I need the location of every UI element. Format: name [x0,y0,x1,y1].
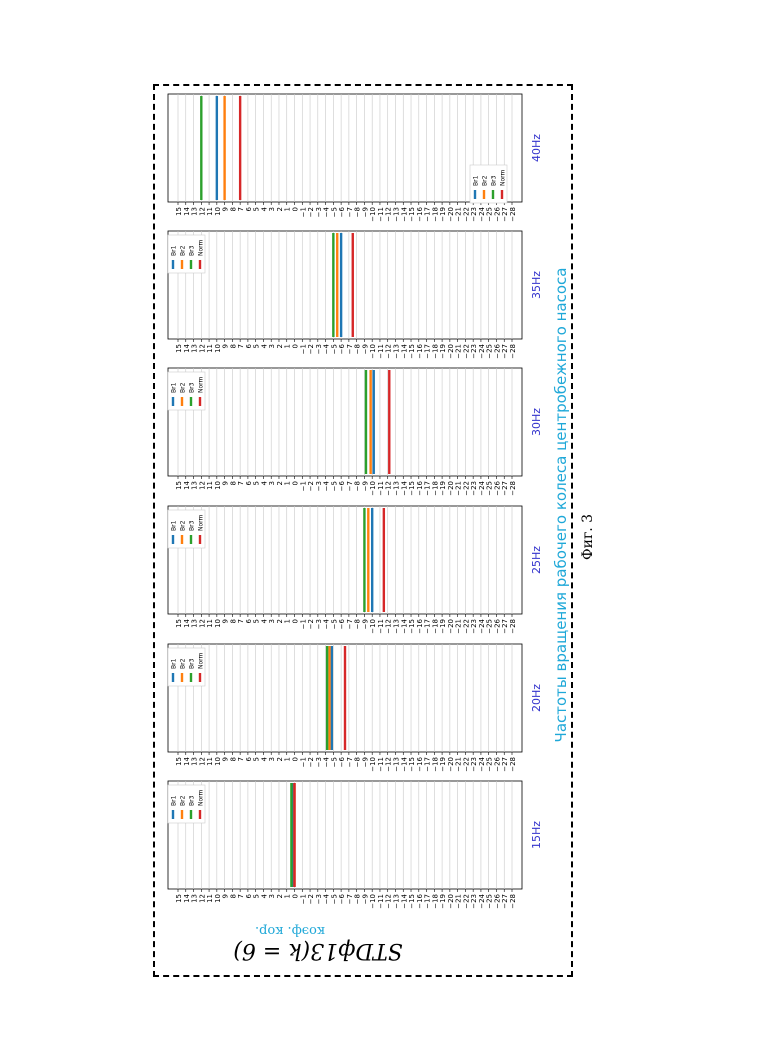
legend-label: Norm [198,652,205,669]
legend-label: Br2 [180,245,187,256]
legend: Br1Br2Br3Norm [168,510,205,548]
legend-label: Br1 [171,245,178,256]
plot-area [168,781,522,889]
legend-label: Br2 [180,382,187,393]
chart-panel: 1514131211109876543210−1−2−3−4−5−6−7−8−9… [168,368,543,496]
plot-area [168,94,522,202]
tick-label: −28 [509,894,517,909]
legend-label: Br1 [171,795,178,806]
chart-panel: 1514131211109876543210−1−2−3−4−5−6−7−8−9… [168,781,543,909]
legend-label: Br2 [180,795,187,806]
category-label: 35Hz [530,271,543,299]
legend-label: Br2 [180,658,187,669]
legend-label: Br1 [171,658,178,669]
chart-panel: 1514131211109876543210−1−2−3−4−5−6−7−8−9… [168,506,543,634]
plot-area [168,506,522,614]
legend-label: Norm [500,169,507,186]
legend-label: Br3 [189,795,196,806]
formula: STDф13(k = 6) [233,938,403,963]
tick-label: −28 [509,757,517,772]
legend-label: Br3 [189,658,196,669]
legend: Br1Br2Br3Norm [168,785,205,823]
legend-label: Br3 [189,382,196,393]
legend-label: Br3 [189,245,196,256]
legend-label: Br1 [171,520,178,531]
x-axis-title: Частоты вращения рабочего колеса центроб… [552,268,570,743]
y-axis-label: коэф. кор. [255,923,325,938]
plot-area [168,368,522,476]
legend-label: Br1 [473,175,480,186]
legend: Br1Br2Br3Norm [168,235,205,273]
legend-label: Norm [198,789,205,806]
chart-panel: 1514131211109876543210−1−2−3−4−5−6−7−8−9… [168,644,543,772]
category-label: 25Hz [530,546,543,574]
legend-label: Br3 [189,520,196,531]
chart-panel: 1514131211109876543210−1−2−3−4−5−6−7−8−9… [168,231,543,359]
legend-label: Br1 [171,382,178,393]
category-label: 20Hz [530,684,543,712]
figure-caption: Фиг. 3 [580,514,596,560]
legend: Br1Br2Br3Norm [168,372,205,410]
chart-panel: 1514131211109876543210−1−2−3−4−5−6−7−8−9… [168,94,543,222]
tick-label: −28 [509,481,517,496]
category-label: 30Hz [530,408,543,436]
tick-label: −28 [509,619,517,634]
legend-label: Br3 [491,175,498,186]
tick-label: −28 [509,344,517,359]
category-label: 40Hz [530,134,543,162]
legend-label: Br2 [180,520,187,531]
legend: Br1Br2Br3Norm [168,648,205,686]
tick-label: −28 [509,207,517,222]
legend-label: Norm [198,514,205,531]
plot-area [168,231,522,339]
legend: Br1Br2Br3Norm [470,165,507,203]
category-label: 15Hz [530,821,543,849]
legend-label: Norm [198,239,205,256]
legend-label: Br2 [482,175,489,186]
legend-label: Norm [198,376,205,393]
